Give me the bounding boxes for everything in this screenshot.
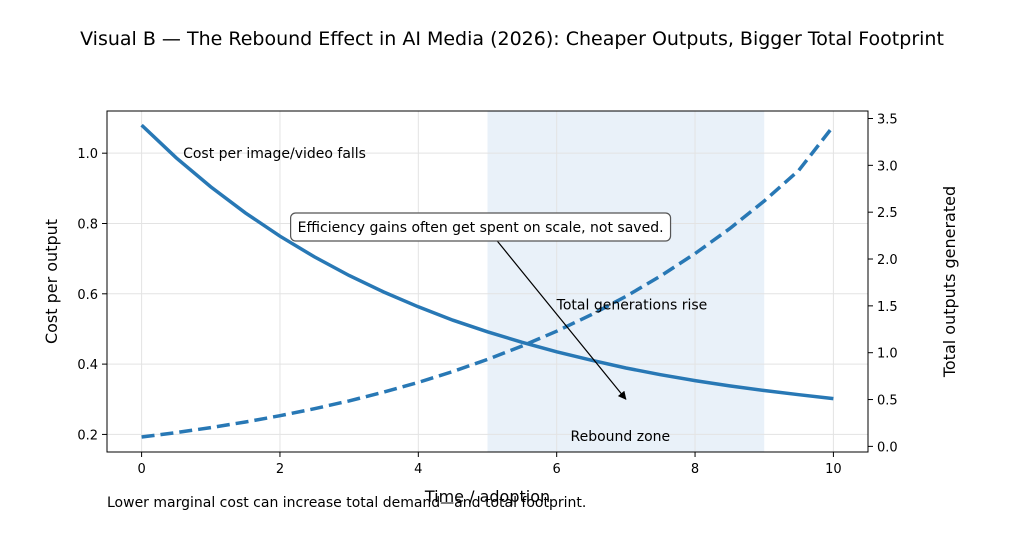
y-tick-label: 0.4: [77, 358, 98, 373]
y-tick-label: 1.0: [77, 147, 98, 162]
y2-tick-label: 1.0: [877, 347, 898, 362]
annotation-arrow: [493, 237, 627, 400]
y2-tick-label: 3.0: [877, 159, 898, 174]
x-tick-label: 10: [825, 462, 842, 477]
plot-frame: [106, 110, 869, 453]
x-tick-label: 0: [137, 462, 145, 477]
cost-falls-label: Cost per image/video falls: [183, 146, 366, 162]
x-axis-label: Time / adoption: [424, 487, 550, 506]
y2-axis-label: Total outputs generated: [940, 186, 959, 378]
y2-tick-label: 2.0: [877, 253, 898, 268]
x-tick-label: 2: [276, 462, 284, 477]
y-tick-label: 0.6: [77, 288, 98, 303]
rebound-zone-label: Rebound zone: [571, 429, 671, 445]
total-generations-line: [141, 124, 835, 439]
cost-per-output-line: [140, 123, 834, 401]
x-tick-label: 6: [553, 462, 561, 477]
generations-rise-label: Total generations rise: [556, 297, 708, 313]
y2-tick-label: 2.5: [877, 206, 898, 221]
annotation-text: Efficiency gains often get spent on scal…: [298, 220, 664, 236]
y2-tick-label: 3.5: [877, 112, 898, 127]
y-tick-label: 0.2: [77, 428, 98, 443]
x-tick-label: 4: [414, 462, 422, 477]
y2-tick-label: 0.0: [877, 440, 898, 455]
rebound-zone-shade: [487, 111, 765, 452]
y2-tick-label: 0.5: [877, 394, 898, 409]
y-tick-label: 0.8: [77, 217, 98, 232]
chart-caption: Lower marginal cost can increase total d…: [107, 495, 587, 511]
annotation-box: [290, 212, 672, 242]
y-axis-label: Cost per output: [42, 219, 61, 344]
x-tick-label: 8: [691, 462, 699, 477]
y2-tick-label: 1.5: [877, 300, 898, 315]
chart-title: Visual B — The Rebound Effect in AI Medi…: [80, 28, 944, 50]
